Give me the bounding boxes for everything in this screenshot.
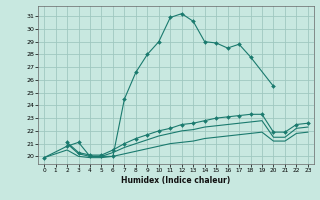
X-axis label: Humidex (Indice chaleur): Humidex (Indice chaleur)	[121, 176, 231, 185]
